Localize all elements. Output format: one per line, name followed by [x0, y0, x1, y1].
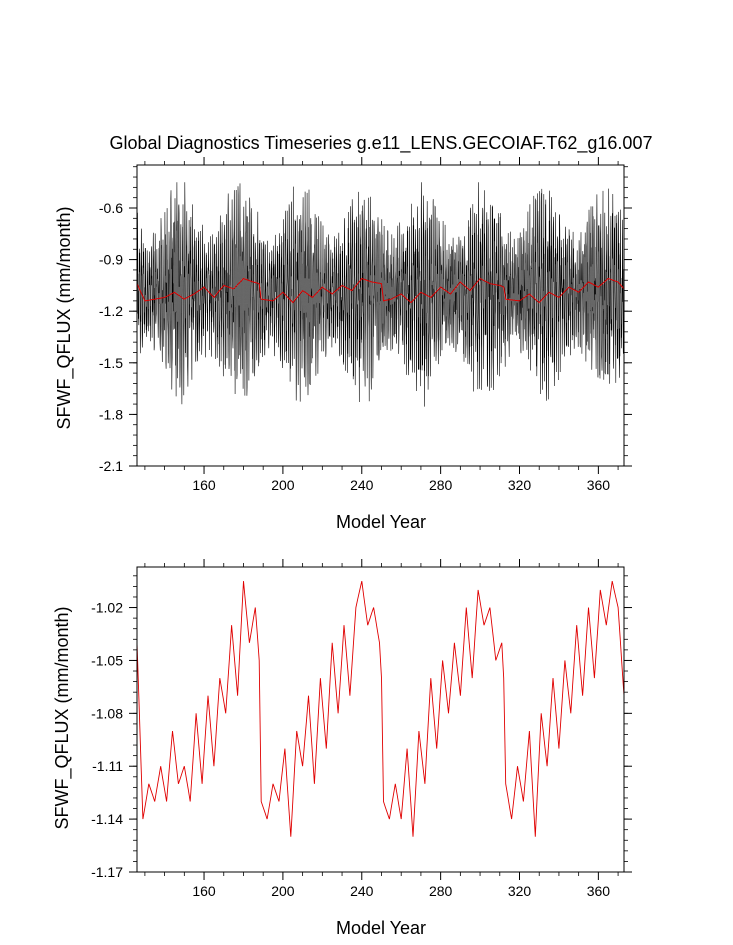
top-panel: 160 200 240 280 320 360 -2.1 -1.8 -1.5 -1.2 -0.9 -0… [99, 157, 632, 493]
top-y-axis-label: SFWF_QFLUX (mm/month) [54, 206, 75, 429]
y-tick-label: -1.14 [91, 811, 123, 827]
x-tick-label: 280 [429, 477, 453, 493]
x-tick-label: 360 [587, 477, 611, 493]
x-tick-label: 320 [508, 477, 532, 493]
x-tick-label: 320 [508, 883, 532, 899]
x-tick-label: 200 [271, 883, 295, 899]
y-tick-label: -1.2 [99, 303, 123, 319]
bottom-y-axis-label: SFWF_QFLUX (mm/month) [52, 606, 73, 829]
y-tick-label: -1.17 [91, 864, 123, 880]
x-tick-label: 280 [429, 883, 453, 899]
y-tick-label: -1.8 [99, 406, 123, 422]
plot-frame [136, 164, 625, 467]
bottom-x-axis-label: Model Year [336, 918, 426, 938]
annual-mean-series-line [136, 277, 625, 304]
y-tick-label: -1.5 [99, 355, 123, 371]
bottom-panel: 160 200 240 280 320 360 -1.17 -1.14 -1.11 -1.08 -1… [91, 559, 632, 899]
top-x-axis-label: Model Year [336, 512, 426, 532]
y-tick-label: -1.02 [91, 600, 123, 616]
plot-frame [136, 566, 625, 873]
y-tick-label: -1.05 [91, 652, 123, 668]
x-tick-label: 160 [192, 477, 216, 493]
monthly-series-line [136, 182, 625, 407]
y-tick-label: -0.6 [99, 200, 123, 216]
x-tick-label: 240 [350, 477, 374, 493]
annual-mean-series-line [136, 581, 625, 837]
y-tick-label: -2.1 [99, 458, 123, 474]
x-tick-label: 240 [350, 883, 374, 899]
y-tick-label: -1.08 [91, 705, 123, 721]
y-tick-label: -0.9 [99, 252, 123, 268]
x-tick-label: 200 [271, 477, 295, 493]
y-tick-label: -1.11 [92, 758, 123, 774]
x-tick-label: 360 [587, 883, 611, 899]
chart-title: Global Diagnostics Timeseries g.e11_LENS… [110, 133, 653, 154]
x-tick-label: 160 [192, 883, 216, 899]
